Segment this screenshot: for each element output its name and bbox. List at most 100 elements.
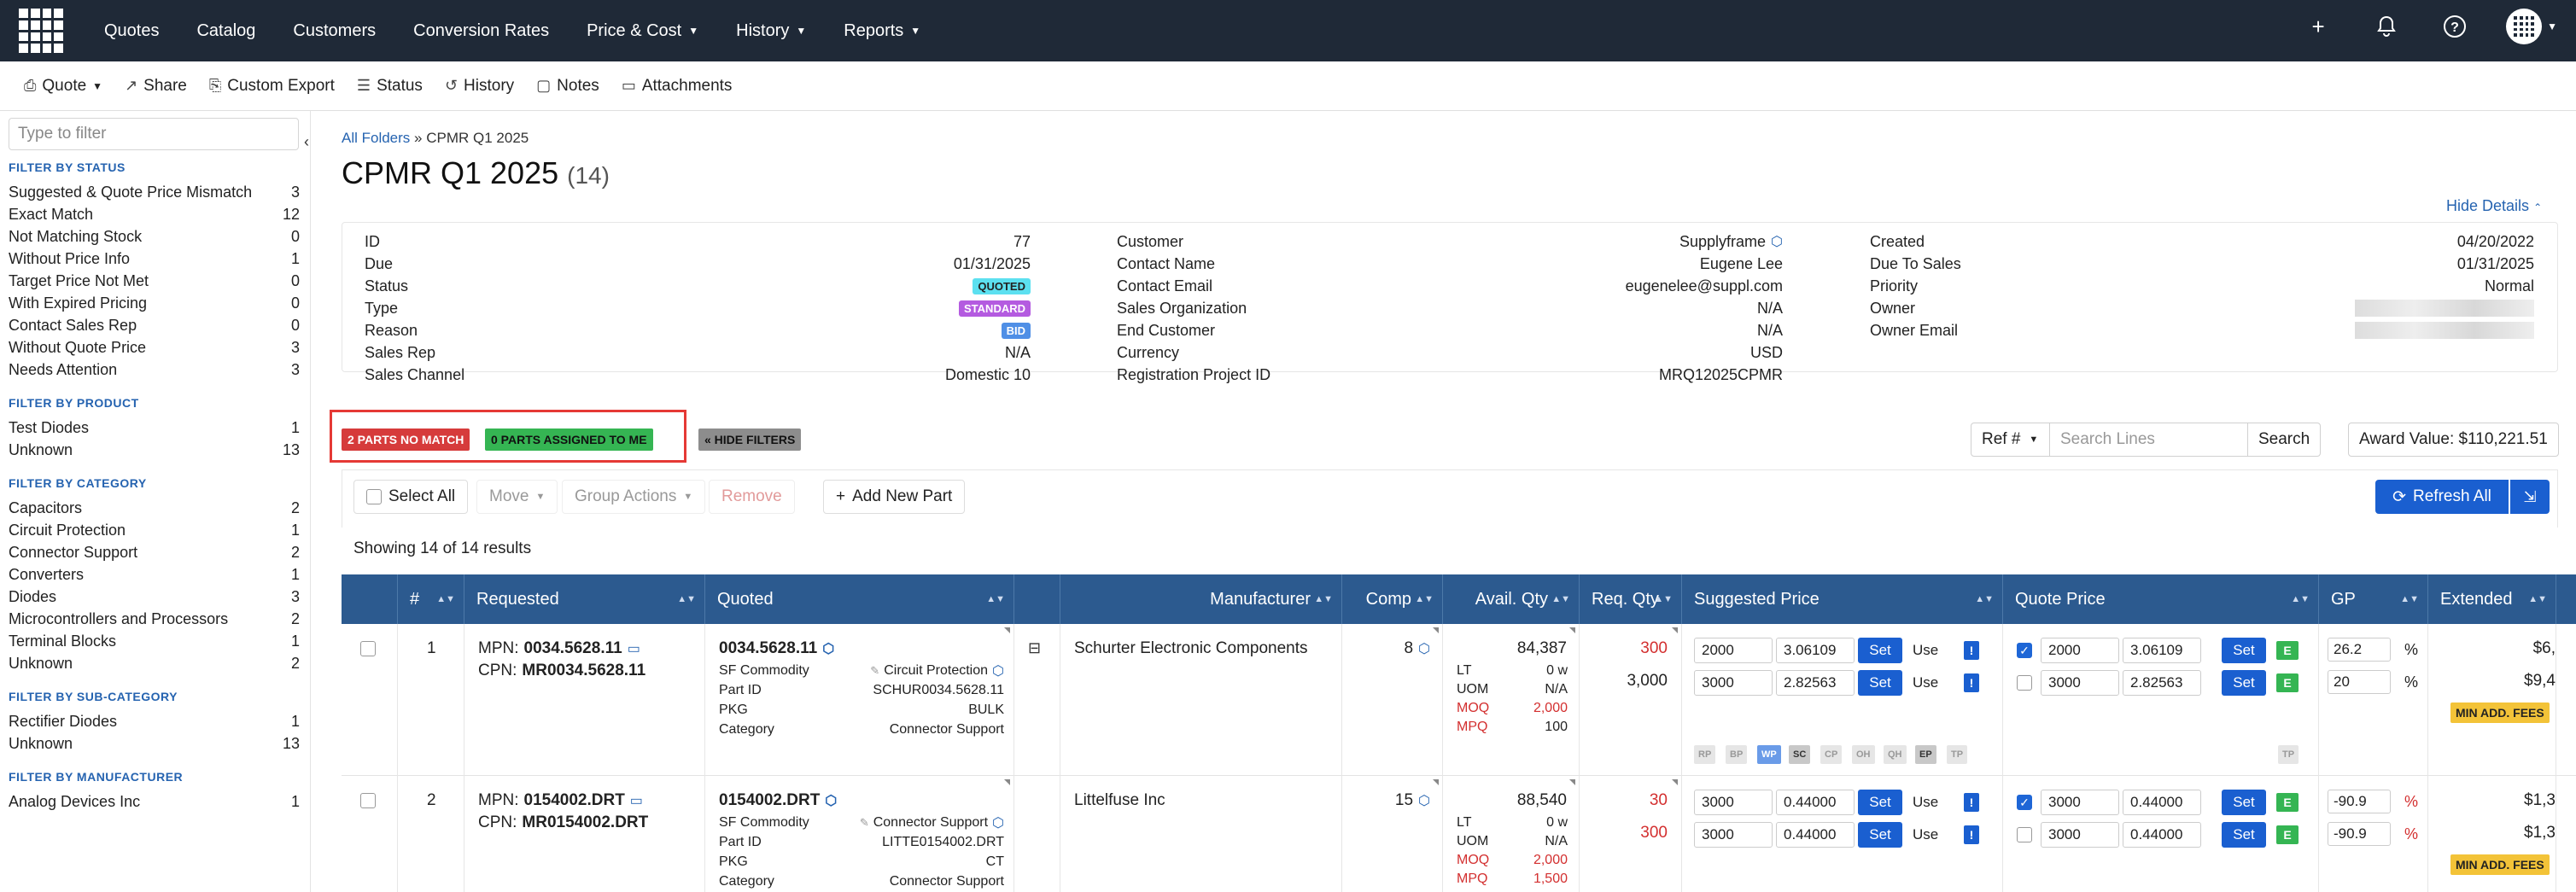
- sort-icon[interactable]: ▲▼: [2400, 594, 2419, 604]
- column-header[interactable]: Quoted ▲▼: [705, 574, 1014, 624]
- add-new-part-button[interactable]: + Add New Part: [823, 480, 966, 514]
- use-button[interactable]: Use: [1913, 826, 1939, 842]
- suggested-qty-input[interactable]: 2000: [1694, 638, 1773, 663]
- edit-button[interactable]: E: [2276, 825, 2299, 844]
- assigned-tag[interactable]: 0 PARTS ASSIGNED TO ME: [485, 429, 653, 451]
- filter-item-microcontrollers-and-processors[interactable]: Microcontrollers and Processors 2: [9, 608, 301, 630]
- comp-value[interactable]: 8 ⬡: [1404, 639, 1430, 658]
- sort-icon[interactable]: ▲▼: [986, 594, 1005, 604]
- quote-qty-input[interactable]: 3000: [2041, 670, 2119, 696]
- cube-icon[interactable]: ⬡: [992, 816, 1004, 831]
- quote-price-input[interactable]: 0.44000: [2123, 790, 2201, 815]
- group-actions-button[interactable]: Group Actions ▼: [562, 480, 706, 514]
- gp-input[interactable]: 26.2: [2328, 638, 2391, 662]
- custom-export-button[interactable]: ⎘ Custom Export: [209, 77, 335, 96]
- quote-price-checkbox[interactable]: ✓: [2017, 643, 2032, 658]
- alert-icon[interactable]: !: [1964, 673, 1979, 692]
- filter-item-suggested-quote-price-mismatch[interactable]: Suggested & Quote Price Mismatch 3: [9, 181, 301, 203]
- history-button[interactable]: ↺ History: [445, 77, 514, 96]
- column-header[interactable]: # ▲▼: [398, 574, 464, 624]
- use-button[interactable]: Use: [1913, 674, 1939, 691]
- set-button[interactable]: Set: [2222, 822, 2266, 848]
- quote-qty-input[interactable]: 3000: [2041, 790, 2119, 815]
- alert-icon[interactable]: !: [1964, 825, 1979, 844]
- refresh-all-button[interactable]: ⟳ Refresh All: [2375, 480, 2509, 514]
- nav-item-customers[interactable]: Customers: [293, 21, 376, 41]
- filter-item-terminal-blocks[interactable]: Terminal Blocks 1: [9, 630, 301, 652]
- nav-item-catalog[interactable]: Catalog: [196, 21, 255, 41]
- sort-icon[interactable]: ▲▼: [1654, 594, 1673, 604]
- use-button[interactable]: Use: [1913, 794, 1939, 810]
- filter-item-needs-attention[interactable]: Needs Attention 3: [9, 359, 301, 381]
- min-fees-badge[interactable]: MIN ADD. FEES: [2450, 854, 2550, 875]
- comp-value[interactable]: 15 ⬡: [1395, 791, 1430, 810]
- sort-icon[interactable]: ▲▼: [436, 594, 455, 604]
- filter-item-exact-match[interactable]: Exact Match 12: [9, 203, 301, 225]
- column-header[interactable]: Extended ▲▼: [2428, 574, 2556, 624]
- gp-input[interactable]: -90.9: [2328, 822, 2391, 846]
- filter-item-target-price-not-met[interactable]: Target Price Not Met 0: [9, 270, 301, 292]
- set-button[interactable]: Set: [1858, 670, 1902, 696]
- price-source-chip[interactable]: EP: [1915, 745, 1936, 764]
- column-header[interactable]: Quote Price ▲▼: [2003, 574, 2319, 624]
- suggested-price-input[interactable]: 0.44000: [1776, 790, 1855, 815]
- share-button[interactable]: ↗ Share: [125, 77, 187, 96]
- notes-button[interactable]: ▢ Notes: [536, 77, 599, 96]
- sort-icon[interactable]: ▲▼: [2528, 594, 2547, 604]
- nav-item-price-cost[interactable]: Price & Cost ▼: [587, 21, 698, 41]
- quote-qty-input[interactable]: 2000: [2041, 638, 2119, 663]
- edit-button[interactable]: E: [2276, 793, 2299, 812]
- gp-input[interactable]: 20: [2328, 670, 2391, 694]
- suggested-qty-input[interactable]: 3000: [1694, 822, 1773, 848]
- column-header[interactable]: [342, 574, 398, 624]
- tp-chip[interactable]: TP: [2278, 745, 2299, 764]
- folder-icon[interactable]: ▭: [629, 794, 643, 808]
- filter-item-diodes[interactable]: Diodes 3: [9, 586, 301, 608]
- alert-icon[interactable]: !: [1964, 641, 1979, 660]
- attachments-button[interactable]: ▭ Attachments: [622, 77, 733, 96]
- column-header[interactable]: Req. Qty ▲▼: [1580, 574, 1682, 624]
- search-lines-input[interactable]: Search Lines: [2050, 423, 2248, 456]
- nav-item-reports[interactable]: Reports ▼: [844, 21, 920, 41]
- sort-icon[interactable]: ▲▼: [2291, 594, 2310, 604]
- suggested-price-input[interactable]: 3.06109: [1776, 638, 1855, 663]
- min-fees-badge[interactable]: MIN ADD. FEES: [2450, 703, 2550, 723]
- suggested-price-input[interactable]: 0.44000: [1776, 822, 1855, 848]
- quote-qty-input[interactable]: 3000: [2041, 822, 2119, 848]
- set-button[interactable]: Set: [1858, 638, 1902, 663]
- filter-item-unknown[interactable]: Unknown 2: [9, 652, 301, 674]
- suggested-qty-input[interactable]: 3000: [1694, 790, 1773, 815]
- quote-price-checkbox[interactable]: [2017, 675, 2032, 691]
- quote-price-input[interactable]: 3.06109: [2123, 638, 2201, 663]
- status-button[interactable]: ☰ Status: [357, 77, 423, 96]
- distributor-icon[interactable]: ⊟: [1028, 639, 1042, 656]
- suggested-qty-input[interactable]: 3000: [1694, 670, 1773, 696]
- sort-icon[interactable]: ▲▼: [1415, 594, 1434, 604]
- folder-icon[interactable]: ▭: [627, 642, 640, 656]
- quote-price-checkbox[interactable]: [2017, 827, 2032, 842]
- no-match-tag[interactable]: 2 PARTS NO MATCH: [342, 429, 470, 451]
- cube-icon[interactable]: ⬡: [825, 794, 838, 808]
- filter-item-contact-sales-rep[interactable]: Contact Sales Rep 0: [9, 314, 301, 336]
- filter-item-without-price-info[interactable]: Without Price Info 1: [9, 248, 301, 270]
- column-header[interactable]: Requested ▲▼: [464, 574, 705, 624]
- move-button[interactable]: Move ▼: [476, 480, 558, 514]
- filter-item-unknown[interactable]: Unknown 13: [9, 732, 301, 755]
- set-button[interactable]: Set: [2222, 670, 2266, 696]
- price-source-chip[interactable]: TP: [1947, 745, 1968, 764]
- filter-item-capacitors[interactable]: Capacitors 2: [9, 497, 301, 519]
- set-button[interactable]: Set: [2222, 638, 2266, 663]
- price-source-chip[interactable]: QH: [1884, 745, 1907, 764]
- collapse-sidebar-icon[interactable]: ‹: [304, 133, 309, 150]
- app-logo-icon[interactable]: [19, 9, 63, 53]
- filter-item-converters[interactable]: Converters 1: [9, 563, 301, 586]
- filter-item-test-diodes[interactable]: Test Diodes 1: [9, 417, 301, 439]
- cube-icon[interactable]: ⬡: [822, 642, 835, 656]
- alert-icon[interactable]: !: [1964, 793, 1979, 812]
- filter-item-without-quote-price[interactable]: Without Quote Price 3: [9, 336, 301, 359]
- column-header[interactable]: GP ▲▼: [2319, 574, 2428, 624]
- sort-icon[interactable]: ▲▼: [1551, 594, 1570, 604]
- nav-item-conversion-rates[interactable]: Conversion Rates: [413, 21, 549, 41]
- bell-icon[interactable]: [2369, 9, 2404, 44]
- ref-select[interactable]: Ref # ▼: [1971, 423, 2050, 456]
